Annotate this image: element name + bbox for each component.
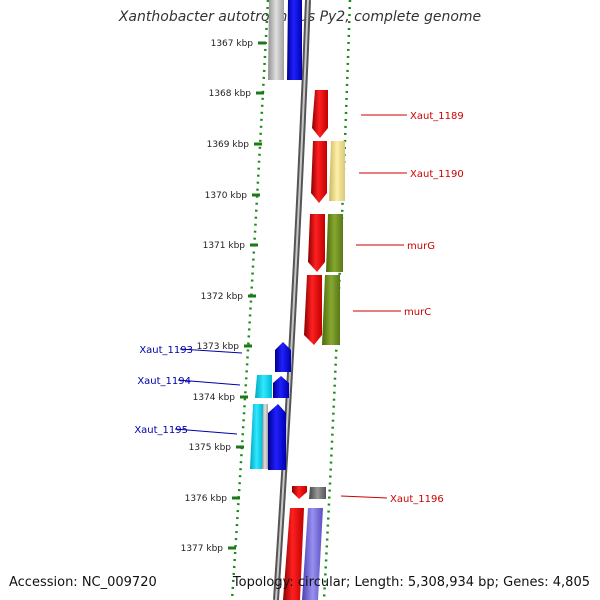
gene-xaut-1190-cog (329, 141, 345, 201)
gene-xaut-1195-cog2 (262, 404, 268, 469)
tick-label: 1371 kbp (203, 241, 246, 251)
gene-label-xaut-1193[interactable]: Xaut_1193 (139, 345, 193, 356)
outer-boundary-left (230, 0, 270, 600)
gene-bottom-red (283, 508, 304, 600)
outer-boundary-right (322, 0, 352, 600)
gene-xaut-1190 (311, 141, 327, 203)
gene-label-connector (177, 379, 241, 386)
tick-label: 1372 kbp (201, 292, 244, 302)
gene-xaut-1195-cog (250, 404, 263, 469)
gene-xaut-1194-cog (255, 375, 272, 398)
tick-label: 1375 kbp (189, 443, 232, 453)
tick-label: 1367 kbp (211, 39, 254, 49)
gene-murg (308, 214, 325, 272)
gene-murc-cog (322, 275, 340, 345)
gene-top-blue (287, 0, 302, 80)
tick-label: 1376 kbp (185, 494, 228, 504)
gene-label-murc[interactable]: murC (404, 307, 431, 318)
gene-label-xaut-1194[interactable]: Xaut_1194 (137, 376, 191, 387)
gene-label-connector (174, 428, 238, 435)
gene-label-xaut-1195[interactable]: Xaut_1195 (134, 425, 188, 436)
gene-xaut-1189 (312, 90, 328, 138)
gene-bottom-lavender (302, 508, 323, 600)
tick-label: 1373 kbp (197, 342, 240, 352)
gene-xaut-1193 (275, 342, 291, 372)
tick-label: 1377 kbp (181, 544, 224, 554)
gene-label-connector (179, 348, 243, 354)
tick-label: 1370 kbp (205, 191, 248, 201)
topology-text: Topology: circular; Length: 5,308,934 bp… (232, 575, 590, 590)
gene-label-murg[interactable]: murG (407, 241, 435, 252)
tick-label: 1369 kbp (207, 140, 250, 150)
gene-xaut-1195 (268, 404, 286, 470)
gene-label-xaut-1190[interactable]: Xaut_1190 (410, 169, 464, 180)
gene-top-grey (268, 0, 284, 80)
gene-murg-cog (326, 214, 343, 272)
gene-murc (304, 275, 322, 345)
genome-backbone-highlight (275, 0, 309, 600)
gene-label-xaut-1196[interactable]: Xaut_1196 (390, 494, 444, 505)
tick-label: 1368 kbp (209, 89, 252, 99)
gene-label-connector (340, 495, 388, 499)
accession-text: Accession: NC_009720 (9, 575, 157, 590)
gene-xaut-1196-cog (309, 487, 326, 499)
gene-xaut-1194 (273, 376, 289, 398)
tick-label: 1374 kbp (193, 393, 236, 403)
gene-xaut-1196 (292, 486, 307, 499)
gene-label-xaut-1189[interactable]: Xaut_1189 (410, 111, 464, 122)
